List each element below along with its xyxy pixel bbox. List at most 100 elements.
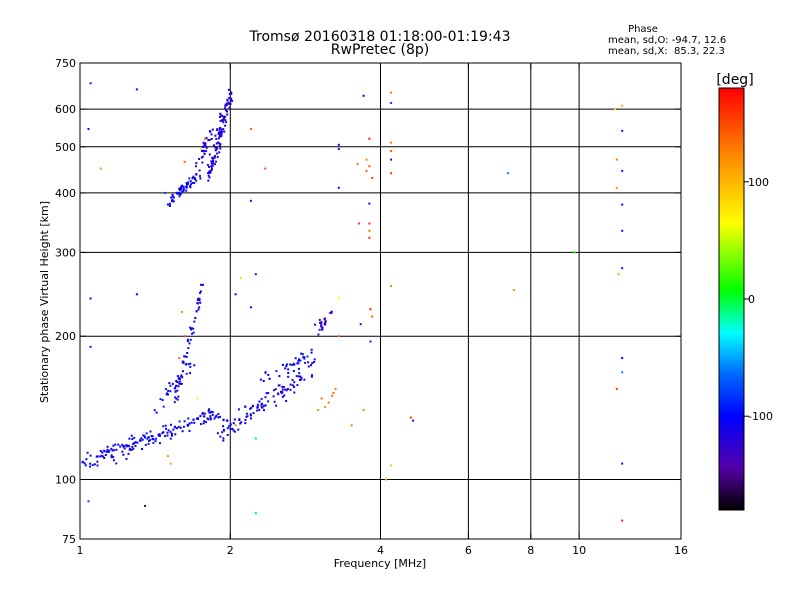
data-point xyxy=(281,385,284,388)
data-point xyxy=(249,413,252,416)
data-point xyxy=(172,428,175,431)
data-point xyxy=(209,417,212,419)
data-point xyxy=(357,222,360,225)
data-point xyxy=(165,427,168,430)
data-point xyxy=(115,448,118,451)
data-point xyxy=(365,169,368,172)
data-point xyxy=(132,447,135,450)
data-point xyxy=(180,375,183,378)
data-point xyxy=(226,110,228,113)
data-point xyxy=(209,171,212,174)
data-point xyxy=(173,401,176,404)
data-point xyxy=(193,320,196,323)
data-point xyxy=(141,448,143,450)
data-point xyxy=(264,396,267,399)
data-point xyxy=(152,441,155,444)
data-point xyxy=(144,505,147,507)
data-point xyxy=(216,156,219,159)
data-point xyxy=(230,92,233,95)
data-point xyxy=(208,176,211,179)
data-point xyxy=(204,145,207,148)
data-point xyxy=(108,449,111,452)
data-point xyxy=(192,331,195,334)
phase-info-title: Phase xyxy=(628,24,658,35)
data-point xyxy=(262,380,265,382)
data-point xyxy=(205,150,208,153)
data-point xyxy=(615,186,618,189)
data-point xyxy=(320,324,323,327)
x-tick-label: 10 xyxy=(572,544,586,557)
data-point xyxy=(409,416,412,419)
data-point xyxy=(331,394,334,397)
data-point xyxy=(81,461,84,464)
data-point xyxy=(296,362,299,365)
data-point xyxy=(281,395,284,398)
data-point xyxy=(221,114,223,117)
data-point xyxy=(211,162,214,165)
data-point xyxy=(187,424,190,426)
data-point xyxy=(216,128,219,131)
data-point xyxy=(390,285,393,287)
data-point xyxy=(227,102,230,105)
x-tick-label: 6 xyxy=(465,544,472,557)
y-tick-label: 600 xyxy=(55,103,76,116)
data-point xyxy=(191,177,194,180)
data-point xyxy=(195,179,198,182)
data-point xyxy=(128,437,131,440)
data-point xyxy=(283,394,286,397)
data-point xyxy=(174,433,177,436)
data-point xyxy=(621,267,624,270)
data-point xyxy=(119,445,122,448)
x-tick-label: 2 xyxy=(227,544,234,557)
data-point xyxy=(227,88,230,91)
data-point xyxy=(177,395,180,398)
data-point xyxy=(178,189,181,192)
data-point xyxy=(222,118,225,121)
data-point xyxy=(89,465,91,468)
data-point xyxy=(191,332,194,335)
data-point xyxy=(149,439,152,442)
data-point xyxy=(87,500,90,503)
data-point xyxy=(199,290,202,293)
data-point xyxy=(178,378,181,380)
data-point xyxy=(621,129,624,132)
data-point xyxy=(617,273,620,276)
data-point xyxy=(164,388,167,391)
data-point xyxy=(368,202,371,205)
data-point xyxy=(512,289,515,292)
data-point xyxy=(170,200,173,203)
data-point xyxy=(225,103,227,106)
data-point xyxy=(149,430,152,433)
data-point xyxy=(169,437,172,440)
data-point xyxy=(222,437,225,440)
data-point xyxy=(320,321,323,324)
data-point xyxy=(96,455,99,458)
data-point xyxy=(130,448,133,451)
data-point xyxy=(202,422,205,425)
data-point xyxy=(215,414,218,417)
data-point xyxy=(306,355,309,358)
data-point xyxy=(167,389,170,392)
data-point xyxy=(166,455,169,458)
data-point xyxy=(112,459,115,462)
data-point xyxy=(186,338,189,341)
data-point xyxy=(174,387,176,390)
data-point xyxy=(89,297,92,300)
data-point xyxy=(158,433,161,436)
data-point xyxy=(99,455,102,458)
y-axis-label: Stationary phase Virtual Height [km] xyxy=(38,201,51,403)
data-point xyxy=(277,384,280,387)
data-point xyxy=(207,179,210,182)
colorbar-tick-label: -100 xyxy=(748,410,773,423)
data-point xyxy=(300,376,303,379)
data-point xyxy=(177,385,180,388)
data-point xyxy=(277,393,280,396)
data-point xyxy=(299,379,301,381)
data-point xyxy=(337,147,340,150)
data-point xyxy=(307,365,310,368)
data-point xyxy=(215,137,218,140)
data-point xyxy=(244,405,247,408)
colorbar xyxy=(718,87,745,511)
x-tick-label: 8 xyxy=(527,544,534,557)
data-point xyxy=(174,390,177,393)
